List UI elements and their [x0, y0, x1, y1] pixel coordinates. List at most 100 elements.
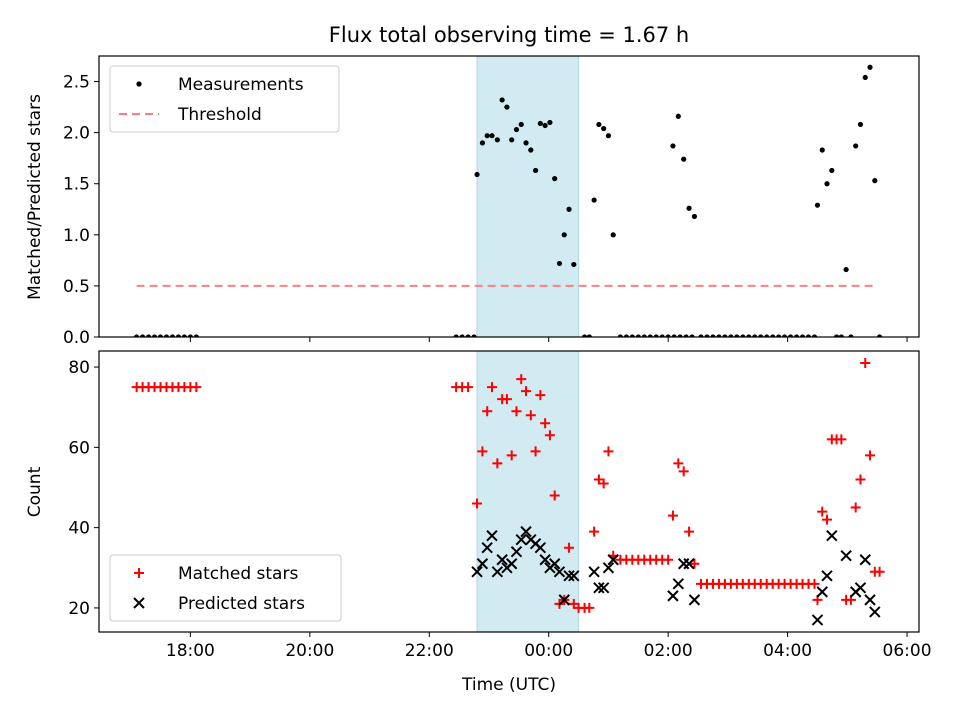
- data-point: [556, 260, 563, 267]
- data-point: [463, 382, 474, 393]
- data-point: [678, 466, 689, 477]
- legend-swatch: [133, 597, 145, 609]
- data-point: [134, 334, 140, 337]
- data-point: [472, 498, 483, 509]
- data-point: [552, 176, 558, 182]
- data-point: [482, 406, 493, 417]
- data-point: [629, 334, 635, 337]
- data-point: [145, 334, 152, 337]
- data-point: [563, 570, 575, 582]
- data-point: [822, 514, 833, 525]
- data-point: [811, 334, 818, 337]
- data-point: [635, 334, 641, 337]
- bottom-axes-frame: [98, 350, 920, 633]
- bottom-series-predicted-stars: [471, 525, 881, 626]
- data-point: [593, 582, 605, 594]
- data-point: [151, 334, 158, 337]
- data-point: [853, 143, 859, 149]
- data-point: [859, 554, 871, 566]
- x-tick-label: 02:00: [644, 641, 693, 661]
- data-point: [746, 334, 752, 337]
- y-tick-label: 1.0: [63, 226, 90, 246]
- data-point: [518, 121, 524, 128]
- data-point: [872, 178, 878, 184]
- data-point: [581, 334, 588, 337]
- data-point: [509, 137, 515, 143]
- data-point: [673, 458, 684, 469]
- data-point: [782, 334, 788, 337]
- data-point: [157, 334, 164, 337]
- data-point: [511, 406, 522, 417]
- data-point: [505, 558, 518, 570]
- data-point: [764, 334, 770, 337]
- data-point: [864, 594, 876, 606]
- data-point: [836, 434, 847, 445]
- data-point: [610, 232, 616, 238]
- data-point: [691, 213, 698, 220]
- data-point: [193, 334, 199, 337]
- y-tick-label: 1.5: [63, 175, 90, 195]
- data-point: [501, 394, 512, 405]
- data-point: [515, 533, 527, 546]
- data-point: [671, 334, 677, 337]
- data-point: [829, 167, 835, 174]
- x-tick-label: 06:00: [883, 641, 932, 661]
- data-point: [689, 334, 695, 337]
- data-point: [163, 334, 170, 337]
- data-point: [857, 121, 864, 128]
- data-point: [623, 334, 629, 337]
- data-point: [698, 334, 704, 337]
- bottom-legend: Matched stars Predicted stars: [109, 554, 342, 622]
- data-point: [855, 474, 866, 485]
- data-point: [571, 261, 577, 268]
- data-point: [833, 334, 840, 337]
- data-point: [534, 541, 547, 554]
- top-panel: 0.0 0.5 1.0 1.5 2.0 2.5 Measurements Threshold: [63, 55, 920, 348]
- data-point: [716, 334, 722, 337]
- data-point: [659, 334, 665, 337]
- data-point: [672, 578, 685, 590]
- y-tick-label: 2.5: [63, 73, 90, 93]
- data-point: [553, 566, 566, 578]
- bottom-legend-frame: [109, 554, 342, 622]
- data-point: [734, 334, 740, 337]
- data-point: [843, 266, 849, 273]
- data-point: [474, 171, 480, 178]
- x-tick-label: 20:00: [285, 641, 334, 661]
- top-plot-area: [134, 56, 883, 337]
- data-point: [667, 510, 678, 521]
- top-series-measurements: [134, 64, 883, 337]
- data-point: [521, 386, 532, 397]
- data-point: [513, 126, 520, 133]
- data-point: [688, 594, 701, 606]
- data-point: [809, 578, 820, 589]
- data-point: [489, 133, 495, 139]
- data-point: [601, 125, 607, 132]
- data-point: [617, 334, 623, 337]
- data-point: [824, 181, 830, 187]
- data-point: [684, 526, 695, 537]
- data-point: [793, 334, 800, 337]
- data-point: [539, 554, 551, 566]
- data-point: [647, 334, 653, 337]
- legend-label: Measurements: [178, 75, 304, 95]
- data-point: [722, 334, 728, 337]
- data-point: [665, 334, 671, 337]
- data-point: [591, 197, 597, 203]
- legend-label: Threshold: [177, 105, 262, 125]
- y-tick-label: 80: [68, 358, 90, 378]
- data-point: [811, 614, 824, 626]
- data-point: [821, 570, 833, 582]
- data-point: [561, 232, 567, 238]
- data-point: [479, 140, 486, 146]
- data-point: [677, 334, 683, 337]
- data-point: [597, 582, 610, 594]
- data-point: [670, 143, 676, 149]
- data-point: [586, 334, 592, 337]
- data-point: [530, 446, 541, 457]
- top-y-axis-label: Matched/Predicted stars: [25, 94, 45, 300]
- y-tick-label: 40: [68, 519, 90, 539]
- data-point: [641, 334, 647, 337]
- data-point: [525, 410, 536, 421]
- data-point: [819, 147, 825, 153]
